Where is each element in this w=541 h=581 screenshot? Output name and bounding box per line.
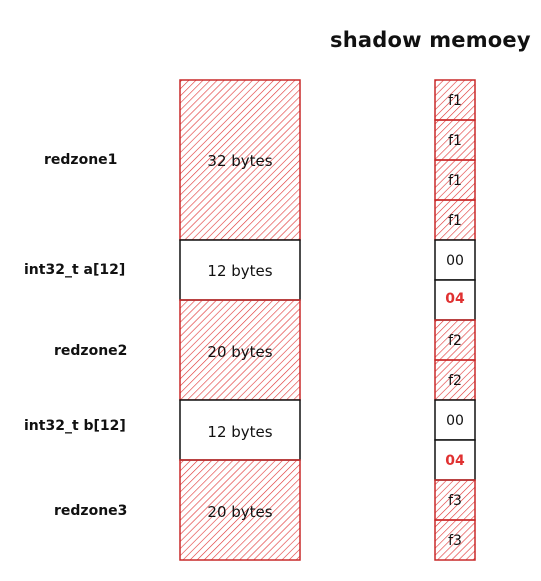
block-size-array-b: 12 bytes <box>207 423 273 441</box>
shadow-cell-label: f1 <box>448 213 462 229</box>
memory-block-redzone <box>179 79 301 241</box>
shadow-cell-poison <box>434 159 476 201</box>
shadow-cell-partial <box>434 439 476 481</box>
shadow-cell-poison <box>434 359 476 401</box>
diagram-title: shadow memoey <box>330 28 531 52</box>
shadow-cell-label: f1 <box>448 133 462 149</box>
shadow-cell-label: f1 <box>448 93 462 109</box>
memory-block-redzone <box>179 299 301 401</box>
shadow-cell-poison <box>434 119 476 161</box>
shadow-cell-label: 04 <box>445 291 465 307</box>
shadow-cell-label: f3 <box>448 493 462 509</box>
shadow-cell-label: 00 <box>446 253 464 269</box>
shadow-cell-label: 00 <box>446 413 464 429</box>
shadow-cell-label: 04 <box>445 453 465 469</box>
shadow-cell-label: f1 <box>448 173 462 189</box>
block-label-redzone3: redzone3 <box>54 503 128 519</box>
shadow-cell-label: f2 <box>448 333 462 349</box>
shadow-cell-label: f2 <box>448 373 462 389</box>
block-size-redzone2: 20 bytes <box>207 343 273 361</box>
block-size-redzone3: 20 bytes <box>207 503 273 521</box>
block-label-redzone1: redzone1 <box>44 152 118 168</box>
block-size-array-a: 12 bytes <box>207 262 273 280</box>
block-size-redzone1: 32 bytes <box>207 152 273 170</box>
block-label-array-a: int32_t a[12] <box>24 262 126 278</box>
block-label-array-b: int32_t b[12] <box>24 418 126 434</box>
shadow-cell-poison <box>434 319 476 361</box>
shadow-cell-poison <box>434 199 476 241</box>
shadow-cell-addressable <box>434 399 476 441</box>
shadow-cell-poison <box>434 479 476 521</box>
shadow-cell-label: f3 <box>448 533 462 549</box>
memory-block-data <box>179 239 301 301</box>
memory-block-redzone <box>179 459 301 561</box>
shadow-cell-addressable <box>434 239 476 281</box>
shadow-cell-poison <box>434 519 476 561</box>
block-label-redzone2: redzone2 <box>54 343 128 359</box>
